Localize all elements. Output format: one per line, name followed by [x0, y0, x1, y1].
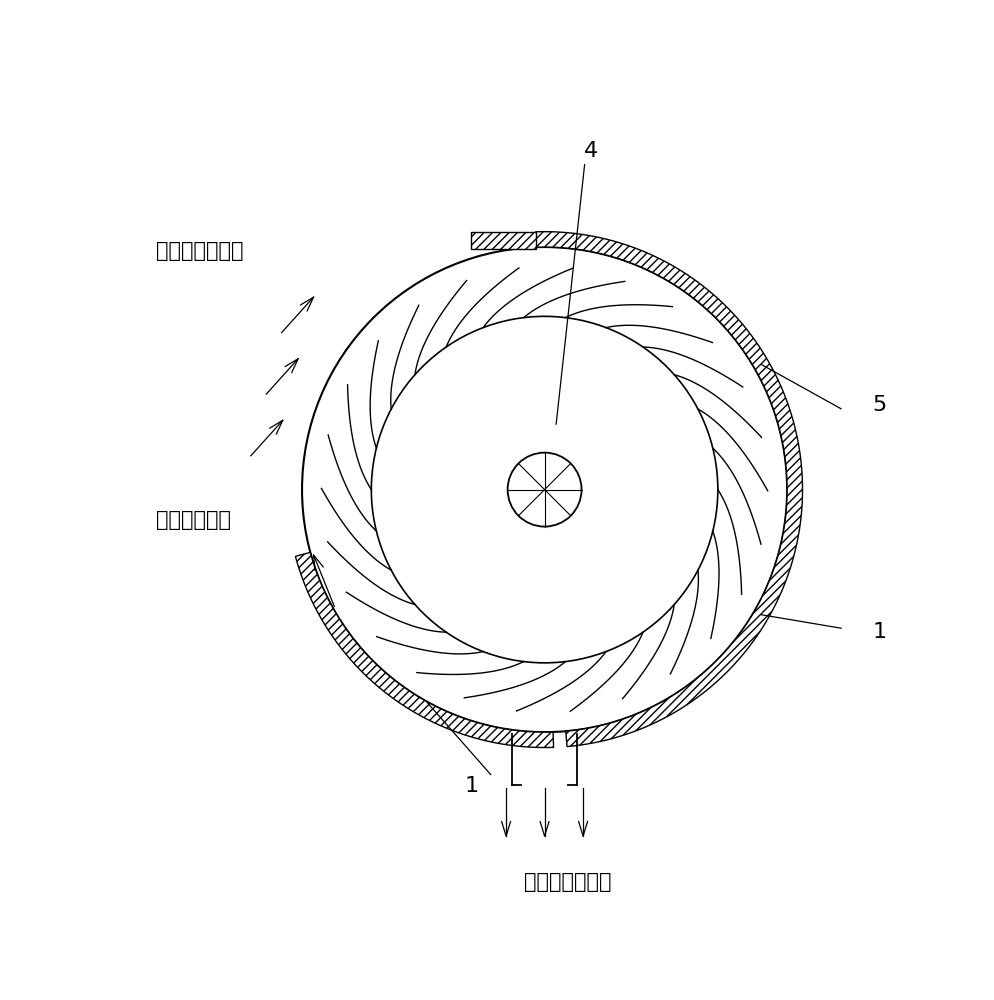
Polygon shape	[535, 232, 802, 747]
Polygon shape	[295, 552, 553, 748]
Circle shape	[507, 453, 580, 527]
Bar	[471, 232, 535, 249]
Text: 出风口气流方向: 出风口气流方向	[524, 872, 611, 892]
Text: 4: 4	[583, 141, 597, 161]
Text: 进风口气流方向: 进风口气流方向	[156, 241, 243, 261]
Text: 1: 1	[464, 776, 478, 796]
Text: 5: 5	[872, 395, 886, 415]
Text: 电机旋转方向: 电机旋转方向	[156, 510, 231, 530]
Text: 1: 1	[872, 622, 886, 642]
